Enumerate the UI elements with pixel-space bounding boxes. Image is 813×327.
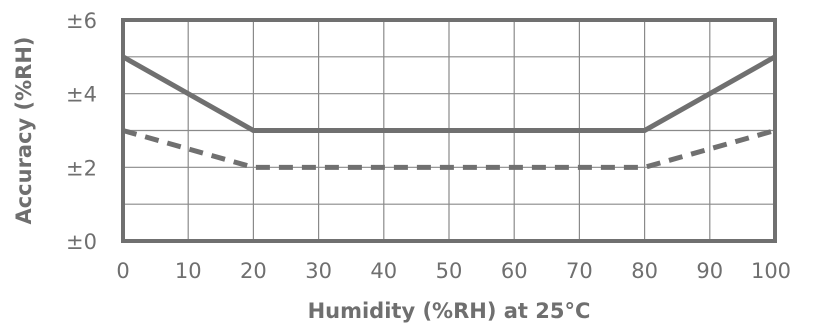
x-tick-label: 100 <box>751 259 791 283</box>
x-tick-label: 70 <box>566 259 593 283</box>
x-tick-label: 80 <box>631 259 658 283</box>
plot-frame <box>121 18 777 243</box>
series-line-dashed <box>122 128 776 170</box>
y-tick-label: ±6 <box>66 9 97 33</box>
y-tick-label: ±0 <box>66 230 97 254</box>
series-line-solid <box>121 54 777 133</box>
y-tick-labels: ±0 ±2 ±4 ±6 <box>66 9 97 254</box>
x-tick-label: 90 <box>696 259 723 283</box>
x-tick-labels: 0 10 20 30 40 50 60 70 80 90 100 <box>116 259 791 283</box>
grid <box>123 20 775 241</box>
x-tick-label: 30 <box>305 259 332 283</box>
series-group <box>121 54 777 170</box>
x-tick-label: 10 <box>175 259 202 283</box>
x-tick-label: 40 <box>370 259 397 283</box>
y-tick-label: ±2 <box>66 156 97 180</box>
x-axis-label: Humidity (%RH) at 25°C <box>308 299 591 323</box>
x-tick-label: 60 <box>501 259 528 283</box>
x-tick-label: 50 <box>436 259 463 283</box>
y-axis-label: Accuracy (%RH) <box>12 36 36 224</box>
x-tick-label: 20 <box>240 259 267 283</box>
y-tick-label: ±4 <box>66 83 97 107</box>
x-tick-label: 0 <box>116 259 129 283</box>
